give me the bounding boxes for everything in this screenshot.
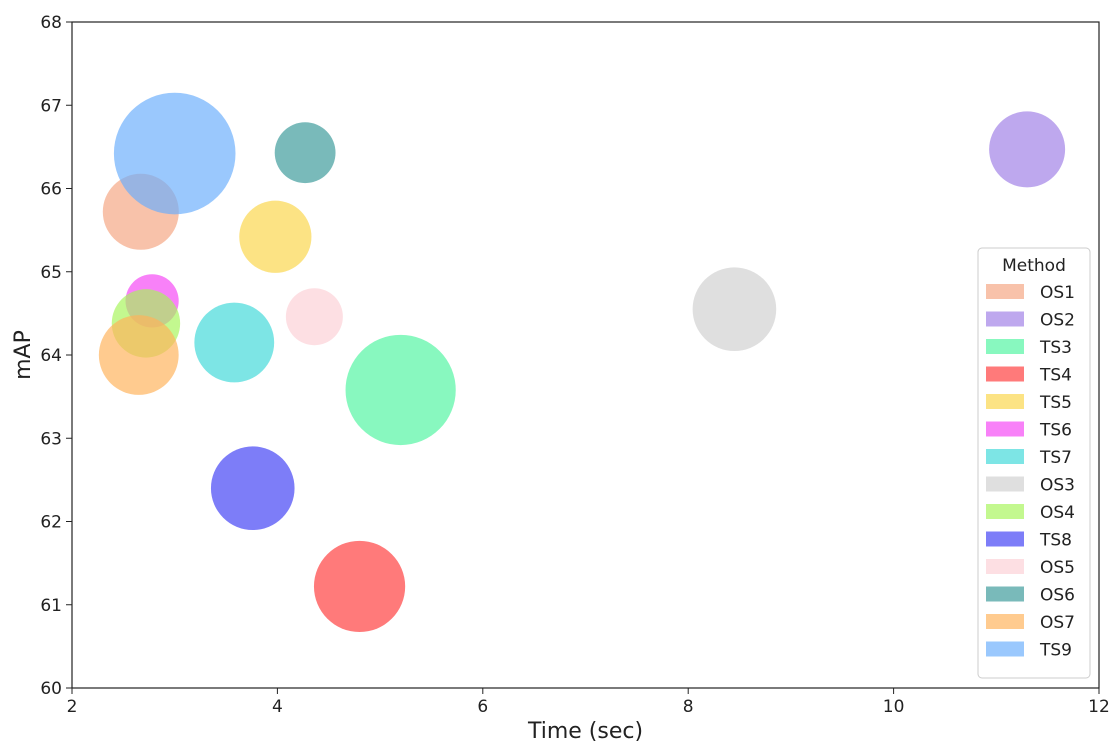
legend-label-os1: OS1 [1040, 283, 1075, 303]
legend-swatch-os5 [986, 559, 1024, 574]
bubble-ts3 [345, 334, 456, 446]
y-tick-label: 66 [40, 180, 62, 200]
legend-label-os4: OS4 [1040, 503, 1075, 523]
y-tick-label: 64 [40, 346, 62, 366]
x-axis-ticks: 2 4 6 8 10 12 [67, 688, 1110, 717]
y-tick-label: 60 [40, 679, 62, 699]
y-tick-label: 63 [40, 429, 62, 449]
legend-swatch-os6 [986, 586, 1024, 602]
legend-label-ts3: TS3 [1039, 338, 1072, 358]
legend-swatch-ts6 [986, 421, 1024, 437]
bubble-ts8 [210, 446, 295, 530]
legend-swatch-os4 [986, 504, 1024, 519]
x-tick-label: 8 [683, 697, 694, 717]
x-tick-label: 10 [883, 697, 905, 717]
legend-label-os3: OS3 [1040, 476, 1075, 496]
legend-label-ts8: TS8 [1039, 531, 1072, 551]
legend-label-os2: OS2 [1040, 311, 1075, 331]
legend-label-ts7: TS7 [1039, 448, 1072, 468]
x-tick-label: 12 [1088, 697, 1110, 717]
legend-swatch-ts3 [986, 339, 1024, 354]
bubble-ts5 [239, 200, 312, 273]
legend-swatch-ts9 [986, 641, 1024, 657]
y-tick-label: 61 [40, 596, 62, 616]
y-tick-label: 65 [40, 263, 62, 283]
bubble-os6 [274, 122, 336, 184]
legend-swatch-os2 [986, 311, 1024, 327]
legend-swatch-os3 [986, 476, 1024, 492]
x-tick-label: 2 [67, 697, 78, 717]
legend-items: OS1 OS2 TS3 TS4 TS5 TS6 TS7 OS3 OS4 TS8 OS5 OS6 OS7 T… [986, 283, 1075, 661]
legend-swatch-os1 [986, 284, 1024, 299]
bubble-ts9 [113, 92, 236, 215]
bubble-ts7 [194, 302, 275, 383]
legend-label-ts4: TS4 [1039, 366, 1072, 386]
legend-swatch-os7 [986, 614, 1024, 629]
legend-label-os7: OS7 [1040, 613, 1075, 633]
legend-title: Method [1002, 256, 1066, 276]
x-tick-label: 4 [272, 697, 283, 717]
bubble-os2 [989, 111, 1066, 188]
legend-label-ts6: TS6 [1039, 421, 1072, 441]
y-tick-label: 68 [40, 13, 62, 33]
legend-label-ts5: TS5 [1039, 393, 1072, 413]
bubble-ts4 [313, 540, 406, 633]
legend-label-os5: OS5 [1040, 558, 1075, 578]
y-tick-label: 67 [40, 96, 62, 116]
legend-label-ts9: TS9 [1039, 641, 1072, 661]
legend-swatch-ts5 [986, 394, 1024, 409]
x-axis-label: Time (sec) [527, 719, 643, 742]
legend-swatch-ts8 [986, 531, 1024, 547]
legend-label-os6: OS6 [1040, 586, 1075, 606]
legend: Method OS1 OS2 TS3 TS4 TS5 TS6 TS7 OS3 OS4 TS8 OS5… [977, 247, 1091, 679]
x-tick-label: 6 [477, 697, 488, 717]
bubble-layer [98, 92, 1066, 633]
bubble-os5 [285, 288, 343, 346]
bubble-os3 [692, 267, 777, 352]
y-axis-label: mAP [11, 330, 36, 380]
legend-swatch-ts4 [986, 366, 1024, 382]
legend-swatch-ts7 [986, 449, 1024, 464]
bubble-os7 [98, 315, 179, 395]
y-axis-ticks: 60 61 62 63 64 65 66 67 68 [40, 13, 72, 699]
y-tick-label: 62 [40, 513, 62, 533]
